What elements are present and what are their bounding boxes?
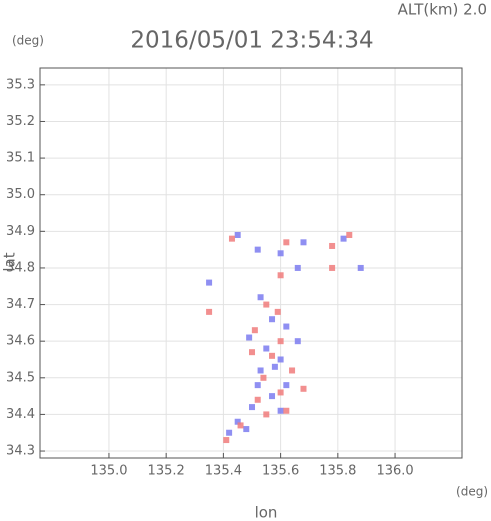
echo-point bbox=[206, 308, 213, 315]
y-unit: (deg) bbox=[12, 34, 44, 48]
echo-point bbox=[283, 382, 290, 389]
echo-point bbox=[329, 242, 336, 249]
y-tick-label: 35.3 bbox=[6, 77, 35, 92]
x-tick-label: 135.6 bbox=[262, 464, 299, 479]
echo-point bbox=[357, 264, 364, 271]
echo-point bbox=[269, 393, 276, 400]
echo-point bbox=[269, 352, 276, 359]
y-tick-label: 34.4 bbox=[6, 407, 35, 422]
y-tick-label: 35.2 bbox=[6, 114, 35, 129]
plot-frame bbox=[39, 67, 463, 459]
echo-point bbox=[340, 235, 347, 242]
echo-point bbox=[283, 239, 290, 246]
echo-point bbox=[254, 382, 261, 389]
echo-point bbox=[294, 338, 301, 345]
echo-point bbox=[274, 308, 281, 315]
x-unit: (deg) bbox=[456, 485, 488, 499]
echo-point bbox=[234, 231, 241, 238]
y-tick-label: 34.8 bbox=[6, 260, 35, 275]
echo-point bbox=[346, 231, 353, 238]
echo-point bbox=[294, 264, 301, 271]
y-tick-label: 34.9 bbox=[6, 224, 35, 239]
echo-point bbox=[263, 411, 270, 418]
x-tick-label: 135.8 bbox=[319, 464, 356, 479]
echo-point bbox=[277, 272, 284, 279]
x-tick-label: 135.4 bbox=[205, 464, 242, 479]
y-tick-label: 34.7 bbox=[6, 297, 35, 312]
echo-point bbox=[226, 429, 233, 436]
echo-point bbox=[257, 367, 264, 374]
echo-point bbox=[283, 407, 290, 414]
echo-point bbox=[234, 418, 241, 425]
echo-point bbox=[206, 279, 213, 286]
echo-point bbox=[246, 334, 253, 341]
chart-title: 2016/05/01 23:54:34 bbox=[130, 28, 373, 54]
y-tick-label: 34.6 bbox=[6, 334, 35, 349]
x-tick-label: 135.0 bbox=[90, 464, 127, 479]
echo-point bbox=[277, 250, 284, 257]
echo-point bbox=[237, 422, 244, 429]
echo-point bbox=[300, 385, 307, 392]
echo-point bbox=[329, 264, 336, 271]
echo-point bbox=[289, 367, 296, 374]
y-axis-label: lat bbox=[1, 252, 19, 271]
y-tick-label: 35.1 bbox=[6, 151, 35, 166]
y-tick-label: 35.0 bbox=[6, 187, 35, 202]
x-tick-label: 135.2 bbox=[148, 464, 185, 479]
echo-point bbox=[249, 349, 256, 356]
echo-point bbox=[277, 407, 284, 414]
echo-point bbox=[300, 239, 307, 246]
y-tick-label: 34.5 bbox=[6, 370, 35, 385]
echo-point bbox=[223, 437, 230, 444]
echo-point bbox=[271, 363, 278, 370]
echo-point bbox=[277, 338, 284, 345]
echo-point bbox=[228, 235, 235, 242]
x-axis-label: lon bbox=[255, 504, 278, 521]
echo-point bbox=[243, 426, 250, 433]
altitude-label: ALT(km) 2.0 bbox=[398, 1, 487, 19]
echo-point bbox=[254, 246, 261, 253]
echo-point bbox=[260, 374, 267, 381]
echo-point bbox=[251, 327, 258, 334]
echo-point bbox=[277, 356, 284, 363]
y-tick-label: 34.3 bbox=[6, 444, 35, 459]
x-tick-label: 136.0 bbox=[376, 464, 413, 479]
echo-point bbox=[257, 294, 264, 301]
echo-point bbox=[254, 396, 261, 403]
echo-point bbox=[277, 389, 284, 396]
echo-point bbox=[283, 323, 290, 330]
echo-point bbox=[263, 301, 270, 308]
echo-point bbox=[269, 316, 276, 323]
echo-point bbox=[249, 404, 256, 411]
echo-point bbox=[263, 345, 270, 352]
